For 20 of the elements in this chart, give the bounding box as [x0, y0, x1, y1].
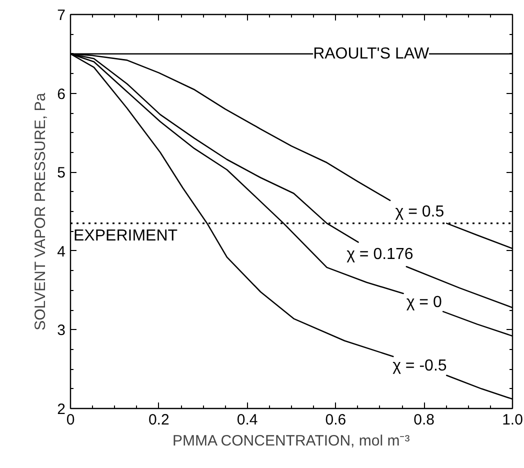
- y-tick-label: 5: [57, 164, 66, 182]
- x-tick-label: 0.2: [148, 412, 170, 428]
- y-tick-label: 6: [57, 86, 66, 103]
- ref-line-label: EXPERIMENT: [74, 227, 178, 244]
- y-tick-label: 3: [57, 322, 66, 340]
- x-tick-label: 0.8: [414, 412, 435, 428]
- series-label: χ = -0.5: [392, 357, 447, 374]
- y-tick-label: 7: [57, 7, 66, 24]
- x-tick-label: 0.6: [325, 412, 346, 428]
- y-tick-label: 2: [57, 401, 66, 418]
- x-tick-label: 1.0: [502, 412, 523, 428]
- x-tick-label: 0.4: [236, 412, 258, 428]
- y-axis-title: SOLVENT VAPOR PRESSURE, Pa: [32, 92, 50, 330]
- series-label: χ = 0.5: [395, 203, 444, 220]
- x-axis-title: PMMA CONCENTRATION, mol m⁻³: [172, 432, 410, 450]
- x-tick-label: 0: [66, 412, 75, 428]
- series-label: χ = 0.176: [346, 246, 414, 263]
- ref-line-label: RAOULT'S LAW: [313, 45, 430, 62]
- y-tick-label: 4: [57, 243, 66, 260]
- series-label: χ = 0: [406, 294, 442, 312]
